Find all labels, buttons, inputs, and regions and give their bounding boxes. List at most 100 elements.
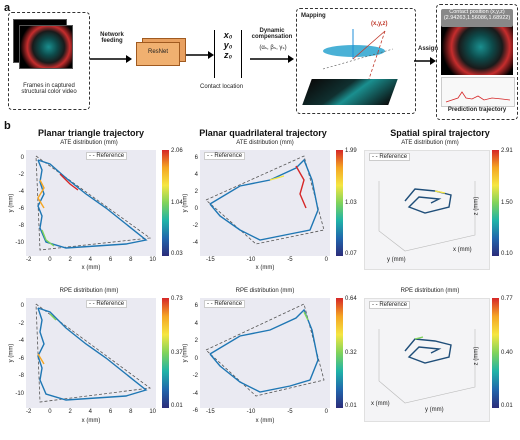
quad-rpe-traj [205, 303, 325, 397]
quad-ate-xlabel: x (mm) [255, 265, 275, 271]
sp-ate-ylabel: y (mm) [387, 257, 406, 263]
quad-rpe-title: RPE distribution (mm) [235, 288, 295, 294]
assign-label: Assign [418, 46, 439, 52]
ytick: -8 [18, 223, 24, 229]
ytick: 6 [194, 155, 198, 161]
cb-mid: 0.32 [345, 350, 357, 356]
prediction-label: Prediction trajectory [447, 107, 507, 113]
contact-location-label: Contact location [200, 84, 244, 90]
contact-position-tooltip: Contact position (x,y,z) (2.94263,1.5608… [441, 9, 513, 27]
cb-max: 0.73 [171, 296, 183, 302]
xtick: -10 [246, 257, 256, 263]
xtick: 8 [129, 409, 133, 415]
quad-ate-colorbar [336, 150, 343, 256]
quad-ate-yticks: 6 4 2 0 -2 -4 [186, 150, 198, 252]
mapping-plane [302, 79, 398, 105]
legend-reference: Reference [379, 302, 408, 308]
cb-min: 0.03 [171, 251, 183, 257]
xtick: -2 [26, 257, 32, 263]
cb-mid: 0.40 [501, 350, 513, 356]
tri-rpe-xticks: -2 0 2 4 6 8 10 [26, 409, 156, 415]
xtick: 8 [129, 257, 133, 263]
quad-rpe-xticks: -15 -10 -5 0 [206, 409, 328, 415]
cb-min: 0.10 [501, 251, 513, 257]
tri-rpe-traj [35, 303, 152, 403]
tri-ate-legend: - - Reference [86, 152, 128, 160]
tri-ate-xlabel: x (mm) [81, 265, 101, 271]
frame-image-front [19, 25, 73, 69]
legend-reference: Reference [96, 153, 125, 159]
ytick: -2 [18, 172, 24, 178]
xtick: 0 [324, 257, 328, 263]
arrow-icon [90, 55, 132, 63]
panel-a-label: a [4, 2, 11, 14]
ytick: 6 [194, 303, 198, 309]
cb-mid: 1.04 [171, 200, 183, 206]
sp-ate-3d [378, 181, 476, 252]
ytick: 0 [194, 206, 198, 212]
cb-max: 0.64 [345, 296, 357, 302]
tri-ate-title: ATE distribution (mm) [60, 140, 118, 146]
panel-b-label: b [4, 120, 11, 132]
legend-dash-icon: - - [89, 301, 97, 307]
sp-ate-xlabel: x (mm) [453, 247, 472, 253]
cb-max: 1.99 [345, 148, 357, 154]
legend-dash-icon: - - [372, 154, 380, 160]
tri-ate-ylabel: y (mm) [8, 193, 15, 213]
quad-rpe-ylabel: y (mm) [182, 343, 189, 363]
ytick: -4 [18, 338, 24, 344]
resnet-block: ResNet [136, 42, 180, 66]
xtick: 6 [108, 257, 113, 263]
legend-dash-icon: - - [207, 301, 215, 307]
xtick: 10 [149, 409, 156, 415]
quad-rpe-colorbar [336, 298, 343, 408]
contact-vector: x₀ y₀ z₀ [214, 30, 242, 78]
legend-dash-icon: - - [207, 153, 215, 159]
ytick: -4 [18, 189, 24, 195]
sp-ate-title: ATE distribution (mm) [401, 140, 459, 146]
sp-ate-colorbar [492, 150, 499, 256]
triangle-title: Planar triangle trajectory [37, 128, 145, 138]
xtick: -15 [206, 257, 215, 263]
network-feeding-label: Network feeding [100, 32, 124, 44]
tri-ate-plot: - - Reference [26, 150, 156, 256]
legend-dash-icon: - - [89, 153, 97, 159]
quad-rpe-yticks: 6 4 2 0 -2 -4 -6 [186, 298, 198, 421]
frames-box: Frames in captured structural color vide… [8, 12, 90, 110]
dynamic-params: (αₛ, βₛ, γₛ) [259, 45, 287, 51]
xtick: -5 [287, 257, 293, 263]
tri-rpe-colorbar [162, 298, 169, 408]
xtick: -10 [246, 409, 256, 415]
xtick: 0 [48, 409, 52, 415]
mapping-label: Mapping [301, 13, 326, 19]
tri-rpe-yticks: 0 -2 -4 -6 -8 -10 [14, 298, 24, 403]
sp-ate-legend: - - Reference [369, 153, 411, 161]
ytick: -2 [18, 320, 24, 327]
cb-mid: 1.50 [501, 200, 513, 206]
quad-ate-ylabel: y (mm) [182, 193, 189, 213]
ytick: 4 [194, 172, 198, 178]
quad-ate-plot: - - Reference [200, 150, 330, 256]
cb-max: 2.91 [501, 148, 513, 154]
ytick: -6 [192, 408, 198, 414]
quad-rpe-xlabel: x (mm) [255, 418, 275, 424]
cb-min: 0.01 [501, 403, 513, 409]
ytick: 2 [194, 338, 198, 344]
ytick: -6 [18, 206, 24, 212]
prediction-plot [441, 77, 515, 107]
sp-rpe-xlabel: x (mm) [371, 401, 390, 407]
ytick: -8 [18, 373, 24, 379]
xtick: 2 [68, 409, 72, 415]
xtick: -2 [26, 409, 32, 415]
tri-ate-yticks: 0 -2 -4 -6 -8 -10 [14, 150, 24, 252]
ytick: 2 [194, 189, 198, 195]
tri-ate-xticks: -2 0 2 4 6 8 10 [26, 257, 156, 263]
sp-rpe-title: RPE distribution (mm) [400, 288, 460, 294]
mapping-box: Mapping (x,y,z) [296, 8, 416, 114]
cb-min: 0.01 [345, 403, 357, 409]
quad-ate-title: ATE distribution (mm) [236, 140, 294, 146]
ytick: 0 [20, 303, 24, 309]
xtick: 2 [68, 257, 72, 263]
ytick: -10 [15, 390, 24, 397]
cb-mid: 1.03 [345, 200, 357, 206]
